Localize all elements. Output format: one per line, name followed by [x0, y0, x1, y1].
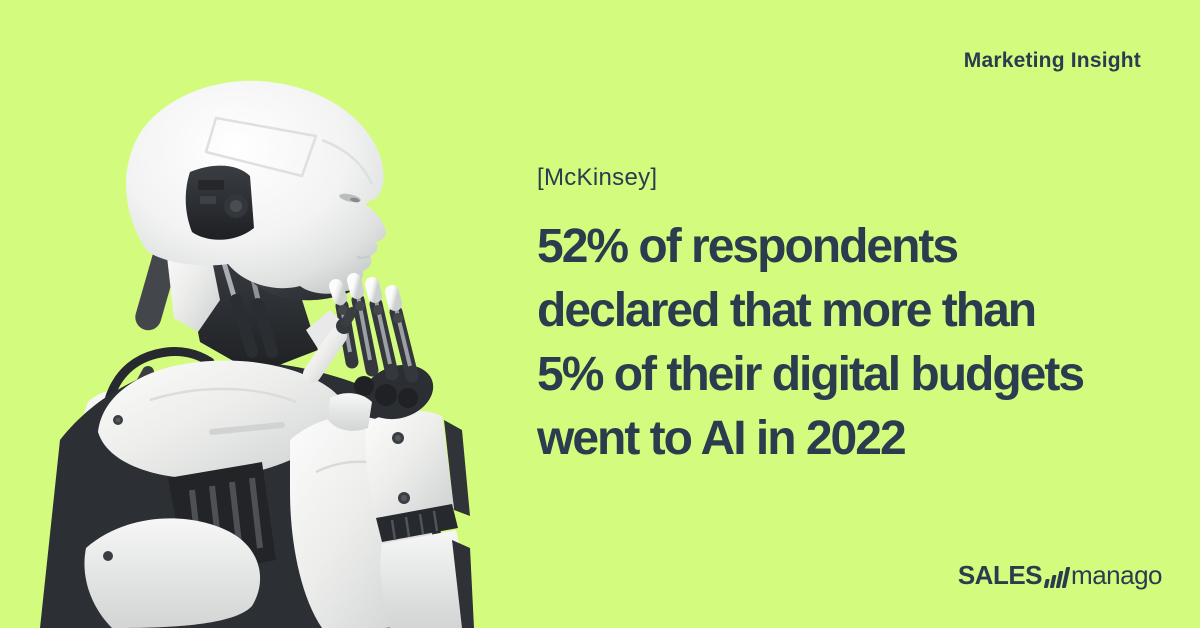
logo-sales-text: SALES: [957, 560, 1043, 590]
marketing-insight-tag: Marketing Insight: [963, 49, 1141, 72]
quote-line-4: went to AI in 2022: [537, 412, 907, 465]
robot-neck: [135, 225, 318, 374]
quote-line-3: 5% of their digital budgets: [537, 348, 1085, 401]
quote-line-2: declared that more than: [537, 284, 1037, 337]
salesmanago-logo: SALES manago: [958, 562, 1162, 588]
bar-chart-icon: [1043, 567, 1071, 588]
robot-head: [126, 80, 387, 294]
quote-line-1: 52% of respondents: [537, 220, 959, 273]
quote-block: [McKinsey] 52% of respondents declared t…: [537, 164, 1162, 471]
logo-manago-text: manago: [1071, 560, 1162, 590]
robot-arm: [365, 410, 474, 628]
quote-source: [McKinsey]: [537, 164, 658, 191]
thinking-robot-illustration: [40, 80, 474, 628]
robot-hand: [303, 273, 434, 431]
